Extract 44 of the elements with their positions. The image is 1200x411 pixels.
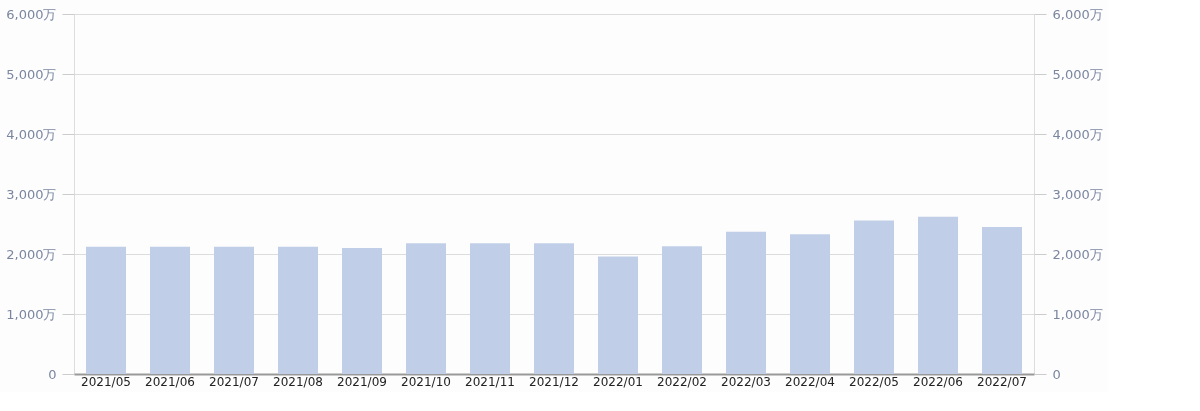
bar xyxy=(726,231,766,374)
y2-tick-label: 1,000万 xyxy=(1052,306,1103,322)
bar xyxy=(918,216,958,374)
bar xyxy=(278,246,318,374)
y2-tick-label: 5,000万 xyxy=(1052,66,1103,82)
x-tick-label: 2022/06 xyxy=(913,374,963,389)
x-tick-label: 2021/08 xyxy=(273,374,323,389)
x-tick-label: 2021/12 xyxy=(529,374,579,389)
y2-tick-label: 2,000万 xyxy=(1052,246,1103,262)
y2-tick-label: 6,000万 xyxy=(1052,6,1103,22)
y-tick-label: 0 xyxy=(48,366,57,382)
bar xyxy=(854,220,894,374)
x-tick-label: 2021/11 xyxy=(465,374,515,389)
x-tick-label: 2022/04 xyxy=(785,374,835,389)
x-tick-label: 2021/10 xyxy=(401,374,451,389)
x-tick-label: 2021/05 xyxy=(81,374,131,389)
y2-tick-label: 0 xyxy=(1052,366,1061,382)
bar xyxy=(790,234,830,374)
bar xyxy=(982,227,1022,374)
x-tick-label: 2021/09 xyxy=(337,374,387,389)
y2-tick-label: 4,000万 xyxy=(1052,126,1103,142)
y-tick-label: 1,000万 xyxy=(6,306,57,322)
x-tick-label: 2022/01 xyxy=(593,374,643,389)
y-tick-label: 3,000万 xyxy=(6,186,57,202)
bar xyxy=(470,243,510,374)
bar xyxy=(534,243,574,374)
y-tick-label: 2,000万 xyxy=(6,246,57,262)
bar xyxy=(342,248,382,374)
y2-tick-label: 3,000万 xyxy=(1052,186,1103,202)
x-tick-label: 2021/06 xyxy=(145,374,195,389)
x-tick-label: 2022/02 xyxy=(657,374,707,389)
x-tick-label: 2022/05 xyxy=(849,374,899,389)
bar xyxy=(662,246,702,374)
bar xyxy=(150,246,190,374)
bar xyxy=(86,246,126,374)
bar xyxy=(598,256,638,374)
x-tick-label: 2021/07 xyxy=(209,374,259,389)
y-tick-label: 6,000万 xyxy=(6,6,57,22)
y-tick-label: 5,000万 xyxy=(6,66,57,82)
x-tick-label: 2022/07 xyxy=(977,374,1027,389)
bar xyxy=(406,243,446,374)
bar xyxy=(214,246,254,374)
x-tick-label: 2022/03 xyxy=(721,374,771,389)
y-tick-label: 4,000万 xyxy=(6,126,57,142)
